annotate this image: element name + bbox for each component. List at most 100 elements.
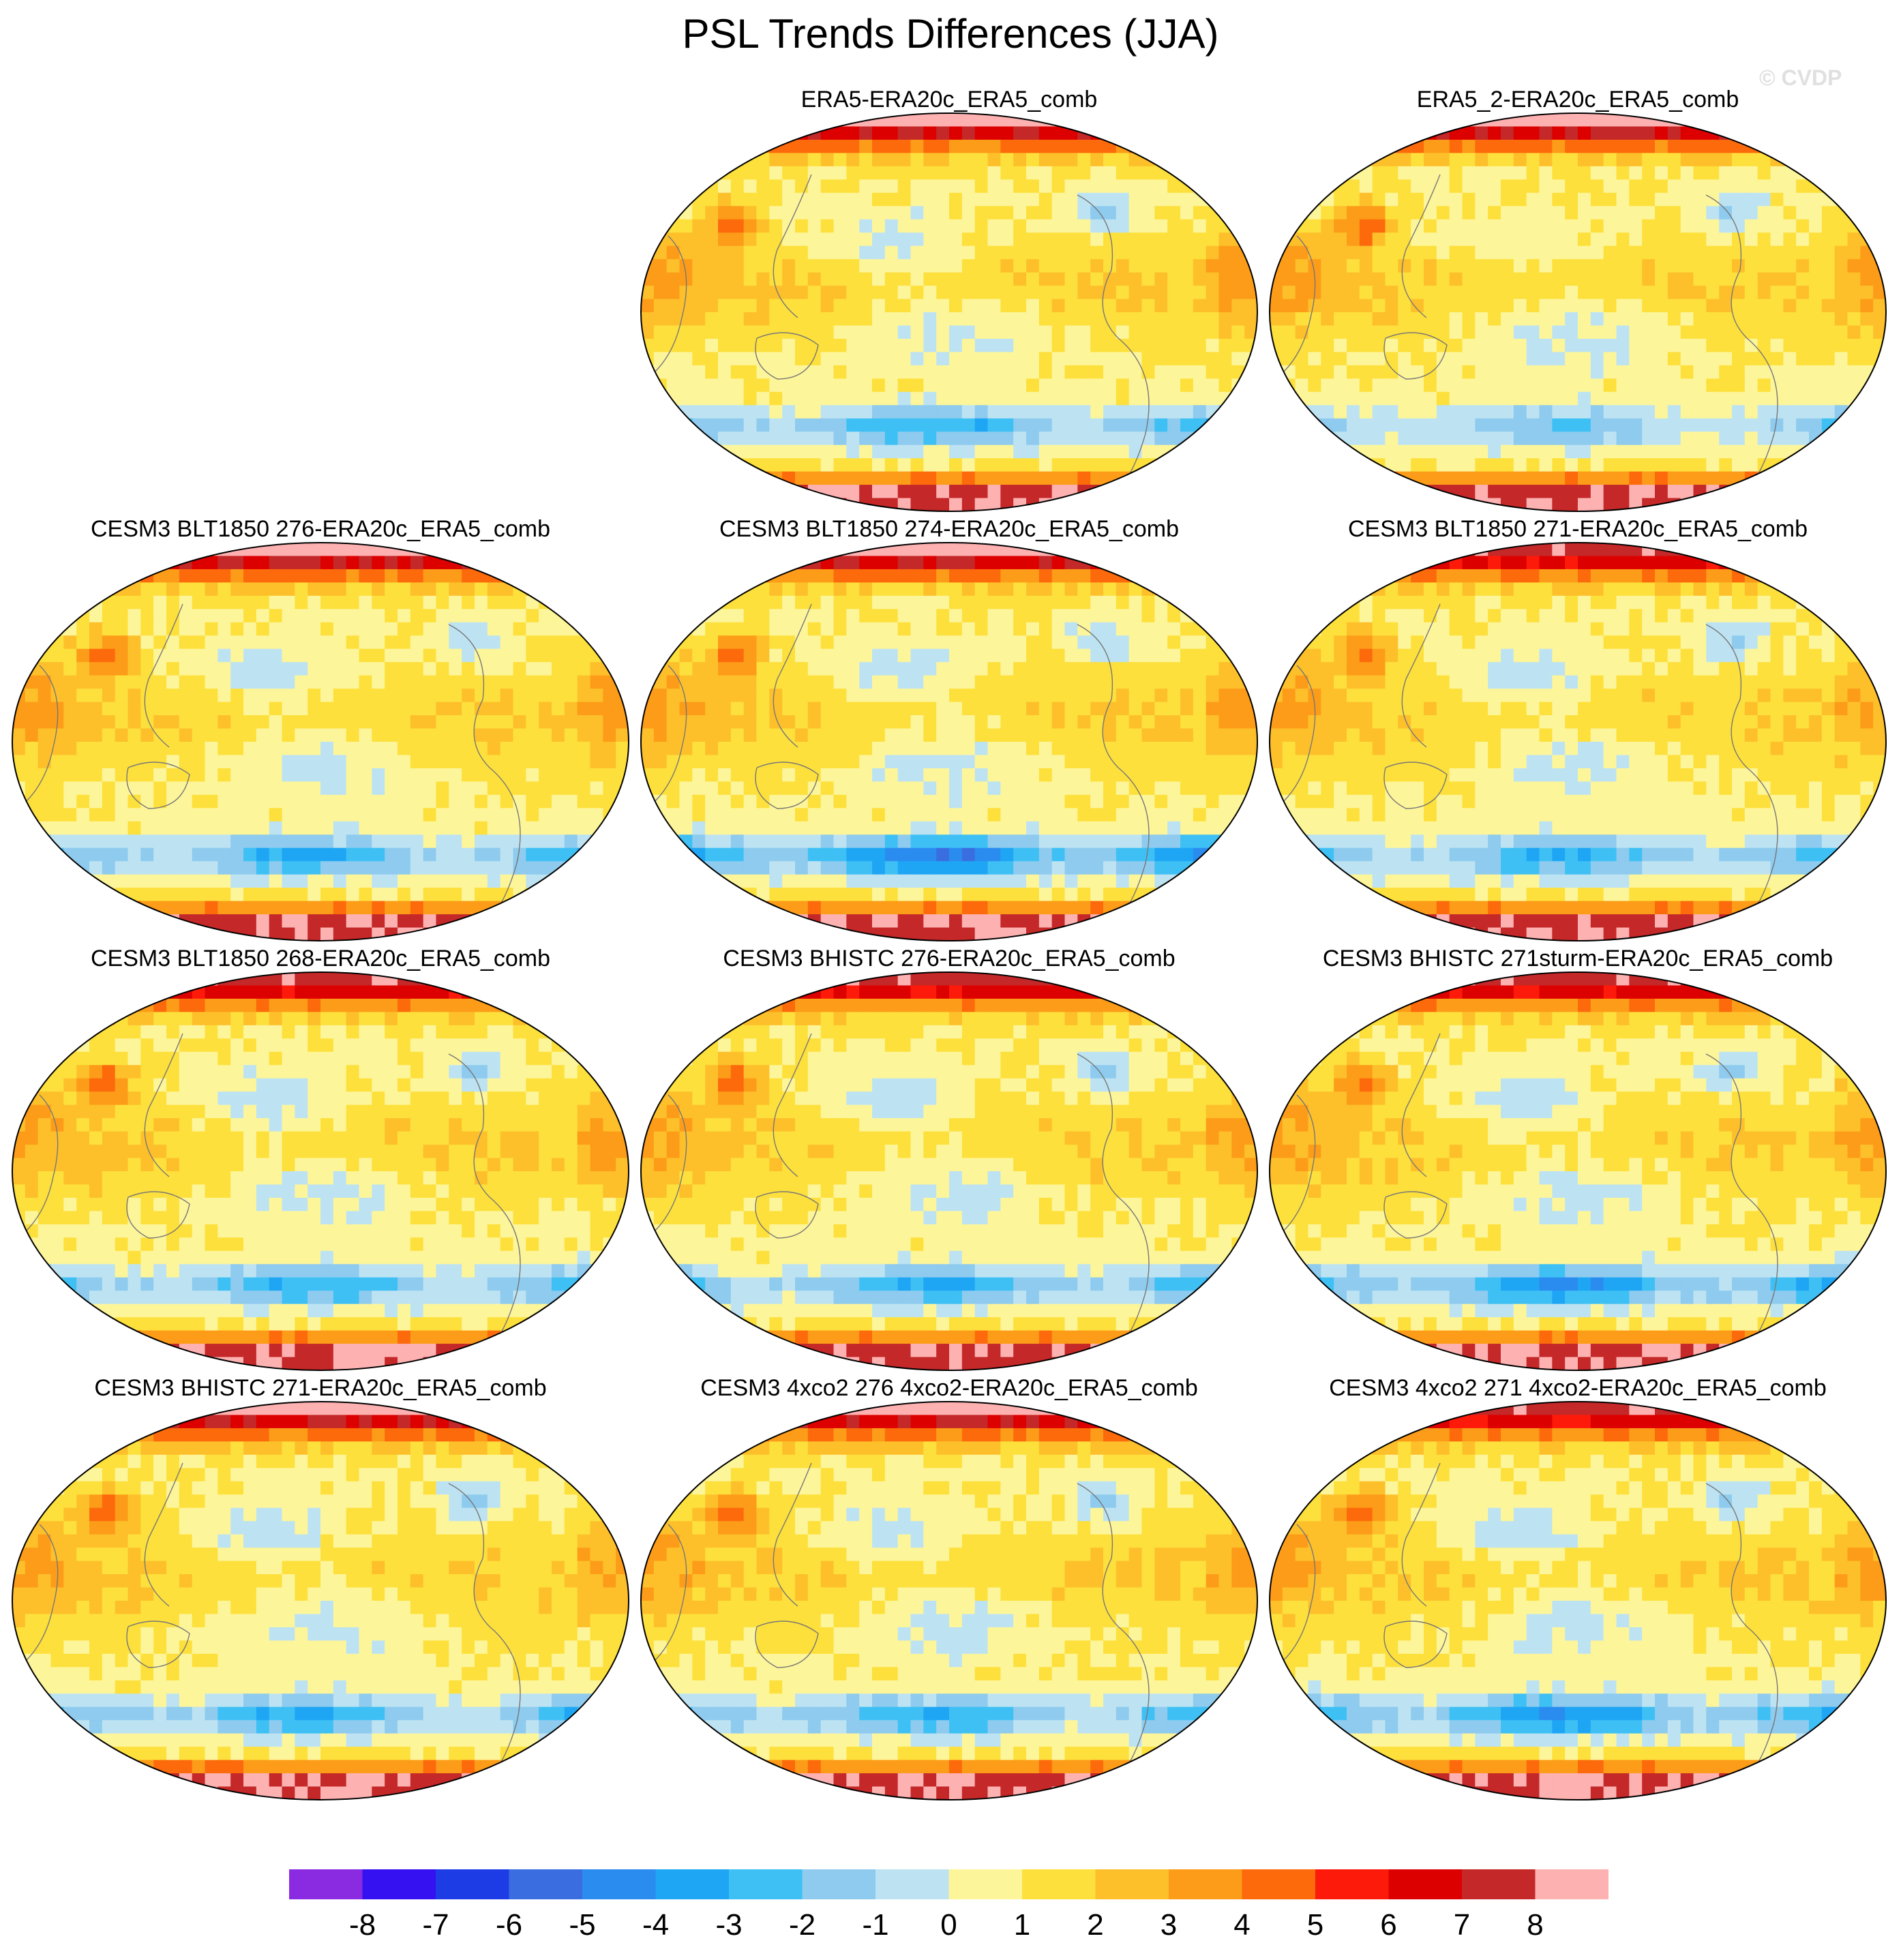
grid-cell xyxy=(1436,179,1450,194)
grid-cell xyxy=(552,821,565,835)
grid-cell xyxy=(1372,232,1386,247)
grid-cell xyxy=(500,635,514,650)
grid-cell xyxy=(243,781,257,796)
grid-cell xyxy=(949,391,963,406)
grid-cell xyxy=(807,113,822,127)
grid-cell xyxy=(76,689,90,703)
grid-cell xyxy=(1359,391,1373,406)
grid-cell xyxy=(1154,662,1168,676)
grid-cell xyxy=(1706,498,1720,511)
grid-cell xyxy=(859,232,873,247)
grid-cell xyxy=(1578,139,1591,153)
grid-cell xyxy=(846,595,860,609)
grid-cell xyxy=(1821,219,1836,233)
grid-cell xyxy=(1719,418,1733,432)
grid-cell xyxy=(320,874,334,888)
grid-cell xyxy=(1578,206,1591,220)
grid-cell xyxy=(1077,471,1091,485)
grid-cell xyxy=(1167,179,1181,194)
grid-cell xyxy=(282,569,295,583)
grid-cell xyxy=(1077,365,1091,379)
grid-cell xyxy=(1693,153,1707,167)
grid-cell xyxy=(807,609,822,623)
grid-cell xyxy=(1680,206,1694,220)
grid-cell xyxy=(833,352,847,366)
grid-cell xyxy=(1757,126,1771,140)
grid-cell xyxy=(923,126,937,140)
grid-cell xyxy=(89,715,103,729)
grid-cell xyxy=(692,485,706,499)
grid-cell xyxy=(38,715,52,729)
grid-cell xyxy=(1372,444,1386,459)
grid-cell xyxy=(1398,259,1411,273)
grid-cell xyxy=(269,689,283,703)
grid-cell xyxy=(1616,405,1630,419)
grid-cell xyxy=(487,914,501,929)
grid-cell xyxy=(1321,498,1334,511)
grid-cell xyxy=(385,595,398,609)
grid-cell xyxy=(692,232,706,247)
grid-cell xyxy=(718,498,732,511)
grid-cell xyxy=(76,914,90,929)
grid-cell xyxy=(179,847,193,862)
grid-cell xyxy=(1424,192,1437,207)
grid-cell xyxy=(603,556,616,570)
grid-cell xyxy=(1616,299,1630,313)
grid-cell xyxy=(1398,444,1411,459)
grid-cell xyxy=(782,378,796,393)
grid-cell xyxy=(1411,113,1424,127)
map-panel xyxy=(12,542,629,941)
grid-cell xyxy=(1128,245,1143,260)
grid-cell xyxy=(1038,259,1053,273)
grid-cell xyxy=(692,259,706,273)
grid-cell xyxy=(1680,312,1694,327)
grid-cell xyxy=(1026,689,1040,703)
grid-cell xyxy=(1796,259,1810,273)
grid-cell xyxy=(1295,232,1309,247)
grid-cell xyxy=(1103,418,1117,432)
grid-cell xyxy=(961,272,976,286)
grid-cell xyxy=(1013,595,1027,609)
grid-cell xyxy=(153,808,167,822)
grid-cell xyxy=(1038,206,1053,220)
grid-cell xyxy=(1436,444,1450,459)
grid-cell xyxy=(1757,338,1771,352)
grid-cell xyxy=(1385,153,1398,167)
grid-cell xyxy=(1385,206,1398,220)
grid-cell xyxy=(1372,179,1386,194)
grid-cell xyxy=(1218,272,1232,286)
grid-cell xyxy=(153,927,167,941)
grid-cell xyxy=(897,259,912,273)
grid-cell xyxy=(230,675,244,689)
grid-cell xyxy=(833,378,847,393)
grid-cell xyxy=(1501,325,1514,340)
grid-cell xyxy=(1821,113,1836,127)
grid-cell xyxy=(577,914,591,929)
grid-cell xyxy=(487,662,501,676)
grid-cell xyxy=(1821,179,1836,194)
grid-cell xyxy=(949,556,963,570)
grid-cell xyxy=(756,458,770,472)
grid-cell xyxy=(936,259,950,273)
grid-cell xyxy=(436,874,449,888)
grid-cell xyxy=(1167,153,1181,167)
grid-cell xyxy=(718,232,732,247)
grid-cell xyxy=(128,622,141,636)
grid-cell xyxy=(1206,352,1220,366)
grid-cell xyxy=(282,794,295,809)
grid-cell xyxy=(398,582,411,597)
grid-cell xyxy=(756,418,770,432)
grid-cell xyxy=(603,888,616,902)
grid-cell xyxy=(256,781,270,796)
grid-cell xyxy=(974,485,989,499)
grid-cell xyxy=(333,768,347,782)
grid-cell xyxy=(423,648,437,663)
grid-cell xyxy=(1616,245,1630,260)
grid-cell xyxy=(718,325,732,340)
grid-cell xyxy=(1038,245,1053,260)
grid-cell xyxy=(1411,352,1424,366)
grid-cell xyxy=(1655,352,1668,366)
grid-cell xyxy=(500,755,514,769)
grid-cell xyxy=(641,458,655,472)
grid-cell xyxy=(1552,471,1566,485)
